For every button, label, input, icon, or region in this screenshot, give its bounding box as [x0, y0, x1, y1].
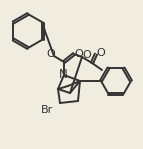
Text: O: O [83, 50, 91, 60]
Text: Br: Br [41, 105, 53, 115]
Text: O: O [97, 48, 105, 58]
Text: O: O [75, 49, 83, 59]
Text: O: O [47, 49, 55, 59]
Text: N: N [59, 67, 67, 80]
